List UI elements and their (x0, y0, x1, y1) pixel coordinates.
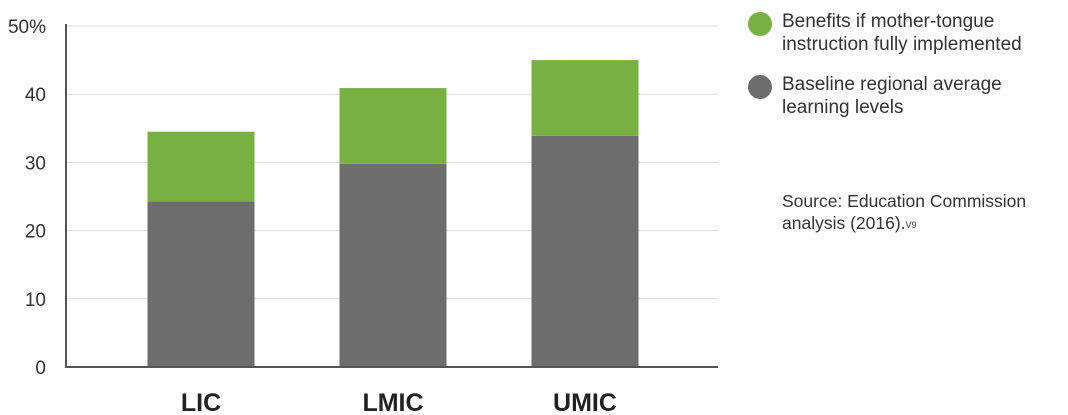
legend-swatch-baseline (748, 75, 772, 99)
legend-item-benefits: Benefits if mother-tongue instruction fu… (748, 10, 1066, 56)
bar-chart: 0 10 20 30 40 50% LIC LMIC UMIC (8, 17, 718, 415)
y-tick-label: 30 (25, 153, 46, 174)
source-text: Source: Education Commission analysis (2… (782, 191, 1027, 233)
legend-label-benefits: Benefits if mother-tongue instruction fu… (782, 11, 1022, 55)
y-tick-label: 0 (35, 358, 46, 379)
legend: Benefits if mother-tongue instruction fu… (748, 10, 1066, 136)
bar-umic-benefits (531, 60, 639, 136)
source-note: Source: Education Commission analysis (2… (782, 190, 1066, 234)
y-axis-ticks: 0 10 20 30 40 50% (8, 17, 46, 379)
x-axis-labels: LIC LMIC UMIC (181, 389, 617, 415)
bars (147, 60, 639, 367)
bar-lmic-benefits (339, 88, 447, 164)
legend-swatch-benefits (748, 12, 772, 36)
legend-item-baseline: Baseline regional average learning level… (748, 73, 1066, 119)
x-tick-label: LMIC (362, 389, 423, 415)
source-superscript: V9 (905, 220, 917, 230)
y-tick-label: 40 (25, 85, 46, 106)
x-tick-label: UMIC (553, 389, 617, 415)
y-tick-label: 50% (8, 17, 46, 38)
legend-label-baseline: Baseline regional average learning level… (782, 74, 1002, 118)
bar-lmic-baseline (339, 163, 447, 367)
axes (65, 24, 718, 368)
bar-lic-baseline (147, 201, 255, 367)
y-tick-label: 20 (25, 222, 46, 243)
bar-umic-baseline (531, 135, 639, 367)
bar-lic-benefits (147, 131, 255, 202)
y-tick-label: 10 (25, 290, 46, 311)
x-tick-label: LIC (181, 389, 221, 415)
